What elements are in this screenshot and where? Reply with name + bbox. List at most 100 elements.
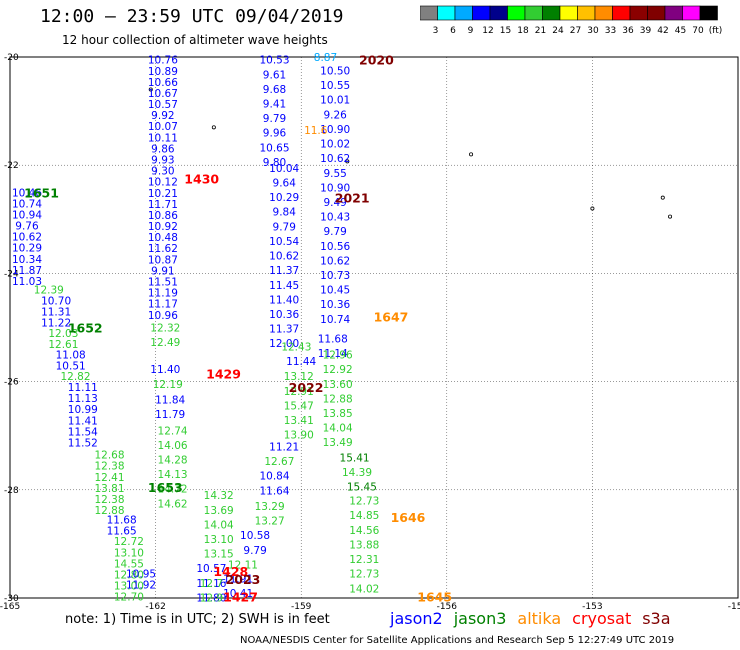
wave-height-value: 12.96 [323,350,353,362]
wave-height-value: 14.28 [158,455,188,467]
wave-height-value: 10.62 [320,153,350,165]
wave-height-value: 14.72 [158,484,188,496]
wave-height-value: 9.41 [263,99,286,111]
pass-time-label: 1652 [68,321,103,336]
wave-height-value: 11.6 [304,125,328,137]
wave-height-value: 15.45 [347,482,377,494]
wave-height-value: 10.94 [12,209,42,221]
wave-height-value: 14.06 [158,440,188,452]
pass-time-label: 1653 [148,480,183,495]
colorbar-label: 70 [692,26,704,36]
wave-height-value: 9.26 [323,109,347,121]
wave-height-value: 11.91 [223,574,253,586]
wave-height-value: 10.01 [320,95,350,107]
wave-height-value: 11.79 [155,409,185,421]
chart-title: 12:00 – 23:59 UTC 09/04/2019 [40,6,344,27]
wave-height-value: 12.38 [94,461,124,473]
wave-height-value: 9.79 [263,113,286,125]
wave-height-value: 13.81 [94,483,124,495]
wave-height-value: 10.46 [12,187,42,199]
wave-height-value: 10.51 [56,361,86,373]
colorbar-label: 42 [657,26,668,36]
wave-height-value: 11.22 [41,318,71,330]
wave-height-value: 12.67 [264,456,294,468]
wave-height-value: 9.80 [263,157,286,169]
wave-height-value: 10.34 [12,254,42,266]
wave-height-value: 12.43 [281,341,311,353]
wave-height-value: 13.29 [255,501,285,513]
wave-height-value: 11.14 [318,348,348,360]
legend-s3a: s3a [642,609,671,628]
wave-height-value: 13.90 [284,430,314,442]
wave-height-value: 9.92 [151,110,174,122]
pass-time-label: 1651 [24,185,59,200]
wave-height-value: 12.61 [48,339,78,351]
wave-height-value: 10.29 [12,243,42,255]
wave-height-value: 14.39 [342,467,372,479]
wave-height-value: 8.87 [314,52,337,64]
wave-height-value: 15.47 [284,400,314,412]
wave-height-value: 10.62 [12,232,42,244]
colorbar-label: 15 [500,26,511,36]
wave-height-value: 13.88 [349,539,379,551]
pass-time-label: 2023 [226,572,261,587]
wave-height-value: 13.49 [323,437,353,449]
wave-height-value: 12.00 [269,338,299,350]
wave-height-value: 12.74 [158,425,188,437]
wave-height-value: 12.72 [114,536,144,548]
wave-height-value: 11.19 [148,288,178,300]
colorbar-legend: 3 6 9 12 15 18 21 24 27 30 33 36 39 42 45 70 (ft) [420,5,722,36]
wave-height-value: 14.32 [204,490,234,502]
wave-height-value: 11.87 [12,265,42,277]
wave-height-value: 14.55 [114,558,144,570]
wave-height-value: 12.88 [94,505,124,517]
colorbar-label: 9 [468,26,474,36]
wave-height-value: 11.44 [286,356,316,368]
wave-height-value: 13.85 [323,408,353,420]
wave-height-value: 12.92 [323,364,353,376]
wave-height-value: 10.02 [320,139,350,151]
wave-height-value: 9.79 [323,226,346,238]
wave-height-value: 10.07 [148,121,178,133]
wave-height-value: 11.37 [269,265,299,277]
pass-time-label: 1429 [206,366,241,381]
wave-height-value: 11.11 [68,382,98,394]
wave-height-value: 11.21 [269,442,299,454]
y-tick-label: -30 [4,594,19,604]
wave-height-value: 10.67 [148,88,178,100]
chart-subtitle: 12 hour collection of altimeter wave hei… [62,33,328,47]
wave-height-value: 9.68 [263,84,286,96]
satellite-legend: jason2 jason3 altika cryosat s3a [390,609,682,628]
legend-cryosat: cryosat [572,609,632,628]
wave-height-value: 13.69 [204,505,234,517]
wave-height-value: 10.55 [320,80,350,92]
wave-height-value: 9.61 [263,69,286,81]
pass-time-label: 1430 [184,172,219,187]
wave-height-value: 13.10 [204,534,234,546]
wave-height-value: 10.56 [320,241,350,253]
wave-height-value: 11.54 [68,426,98,438]
wave-height-value: 9.93 [151,155,174,167]
colorbar-label: 3 [433,26,439,36]
y-tick-label: -20 [4,53,19,63]
wave-height-value: 14.85 [349,510,379,522]
wave-height-value: 12.82 [60,371,90,383]
wave-height-value: 11.80 [196,592,226,604]
wave-height-value: 11.37 [269,324,299,336]
legend-jason3: jason3 [453,609,507,628]
x-tick-label: -165 [0,602,20,612]
colorbar-label: 6 [450,26,456,36]
wave-height-value: 9.79 [273,221,296,233]
wave-height-value: 10.87 [148,254,178,266]
wave-height-value: 12.03 [48,328,78,340]
wave-height-value: 10.12 [148,177,178,189]
wave-height-value: 11.40 [150,364,180,376]
wave-height-value: 13.60 [323,379,353,391]
legend-altika: altika [517,609,562,628]
wave-height-value: 10.95 [126,569,156,581]
wave-height-value: 10.70 [41,295,71,307]
wave-height-value: 10.43 [320,212,350,224]
wave-height-value: 10.73 [320,270,350,282]
wave-height-value: 10.86 [148,210,178,222]
wave-height-value: 12.19 [153,379,183,391]
